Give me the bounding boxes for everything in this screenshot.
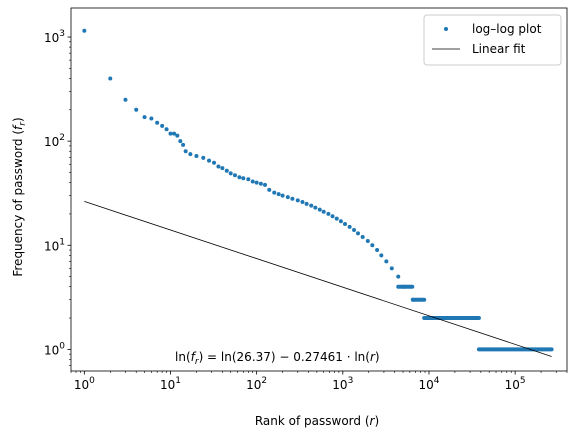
scatter-point — [175, 133, 180, 138]
scatter-point — [216, 164, 221, 169]
scatter-point — [280, 193, 285, 198]
scatter-point — [272, 190, 277, 195]
scatter-point — [330, 214, 335, 219]
scatter-point — [309, 203, 314, 208]
x-axis-ticks: 100 101 102 103 104 105 — [70, 371, 568, 392]
scatter-point — [220, 166, 225, 171]
legend: log–log plot Linear fit — [423, 14, 562, 66]
scatter-point — [347, 224, 352, 229]
scatter-point — [352, 228, 357, 233]
plot-frame — [70, 7, 568, 372]
x-tick-label: 101 — [160, 376, 181, 392]
fit-equation-annotation: ln(fr) = ln(26.37) − 0.27461 · ln(r) — [175, 350, 380, 367]
y-axis-label: Frequency of password (fr) — [11, 117, 28, 276]
scatter-point — [246, 177, 251, 182]
scatter-point — [263, 182, 268, 187]
scatter-point — [360, 235, 365, 240]
scatter-point — [290, 196, 295, 201]
x-tick-label: 103 — [332, 376, 353, 392]
scatter-point — [168, 131, 173, 136]
legend-label-log-log-plot: log–log plot — [472, 22, 542, 36]
chart-marks — [82, 28, 554, 357]
scatter-point — [304, 201, 309, 206]
y-tick-label: 103 — [44, 29, 65, 45]
scatter-point — [201, 155, 206, 160]
scatter-point — [396, 274, 401, 279]
legend-box — [423, 14, 562, 66]
scatter-point — [188, 152, 193, 157]
scatter-point — [334, 216, 339, 221]
scatter-point — [212, 160, 217, 165]
scatter-point — [224, 168, 229, 173]
y-tick-label: 100 — [44, 341, 65, 357]
scatter-point — [285, 195, 290, 200]
x-axis-label: Rank of password (r) — [255, 414, 379, 428]
scatter-point — [183, 149, 188, 154]
x-tick-label: 100 — [74, 376, 95, 392]
scatter-point — [232, 173, 237, 178]
scatter-point — [317, 207, 322, 212]
scatter-point — [355, 231, 360, 236]
scatter-point — [267, 187, 272, 192]
scatter-point — [164, 127, 169, 132]
scatter-point — [160, 123, 165, 128]
legend-marker-log-log-plot — [444, 27, 448, 31]
scatter-point — [237, 175, 242, 180]
scatter-point — [375, 248, 380, 253]
scatter-point — [389, 266, 394, 271]
scatter-point — [108, 76, 113, 81]
scatter-point — [365, 238, 370, 243]
linear-fit-line — [84, 201, 552, 357]
scatter-point — [250, 179, 255, 184]
x-tick-label: 104 — [418, 376, 439, 392]
scatter-point — [258, 181, 263, 186]
scatter-point — [254, 180, 259, 185]
legend-label-linear-fit: Linear fit — [472, 42, 526, 56]
scatter-point — [228, 171, 233, 176]
scatter-point — [379, 253, 384, 258]
scatter-point — [172, 131, 177, 136]
y-tick-label: 102 — [44, 133, 65, 149]
scatter-point — [384, 259, 389, 264]
scatter-point — [155, 120, 160, 125]
plot-area — [70, 7, 568, 372]
scatter-point — [149, 116, 154, 121]
scatter-point — [321, 209, 326, 214]
y-axis-ticks: 100 101 102 103 — [44, 29, 71, 366]
scatter-point — [342, 222, 347, 227]
scatter-point — [194, 153, 199, 158]
scatter-point — [134, 107, 139, 112]
scatter-point — [326, 211, 331, 216]
scatter-point — [181, 142, 186, 147]
scatter-point — [313, 205, 318, 210]
x-tick-label: 102 — [246, 376, 267, 392]
scatter-point — [178, 139, 183, 144]
scatter-point — [295, 198, 300, 203]
scatter-point — [402, 284, 407, 289]
scatter-point — [338, 219, 343, 224]
scatter-point — [276, 192, 281, 197]
scatter-point — [123, 97, 128, 102]
scatter-point — [370, 243, 375, 248]
scatter-point — [241, 176, 246, 181]
scatter-point — [207, 158, 212, 163]
scatter-point — [82, 28, 87, 33]
scatter-point — [142, 115, 147, 120]
scatter-point — [300, 200, 305, 205]
scatter-point — [410, 297, 415, 302]
x-tick-label: 105 — [505, 376, 526, 392]
y-tick-label: 101 — [44, 237, 65, 253]
